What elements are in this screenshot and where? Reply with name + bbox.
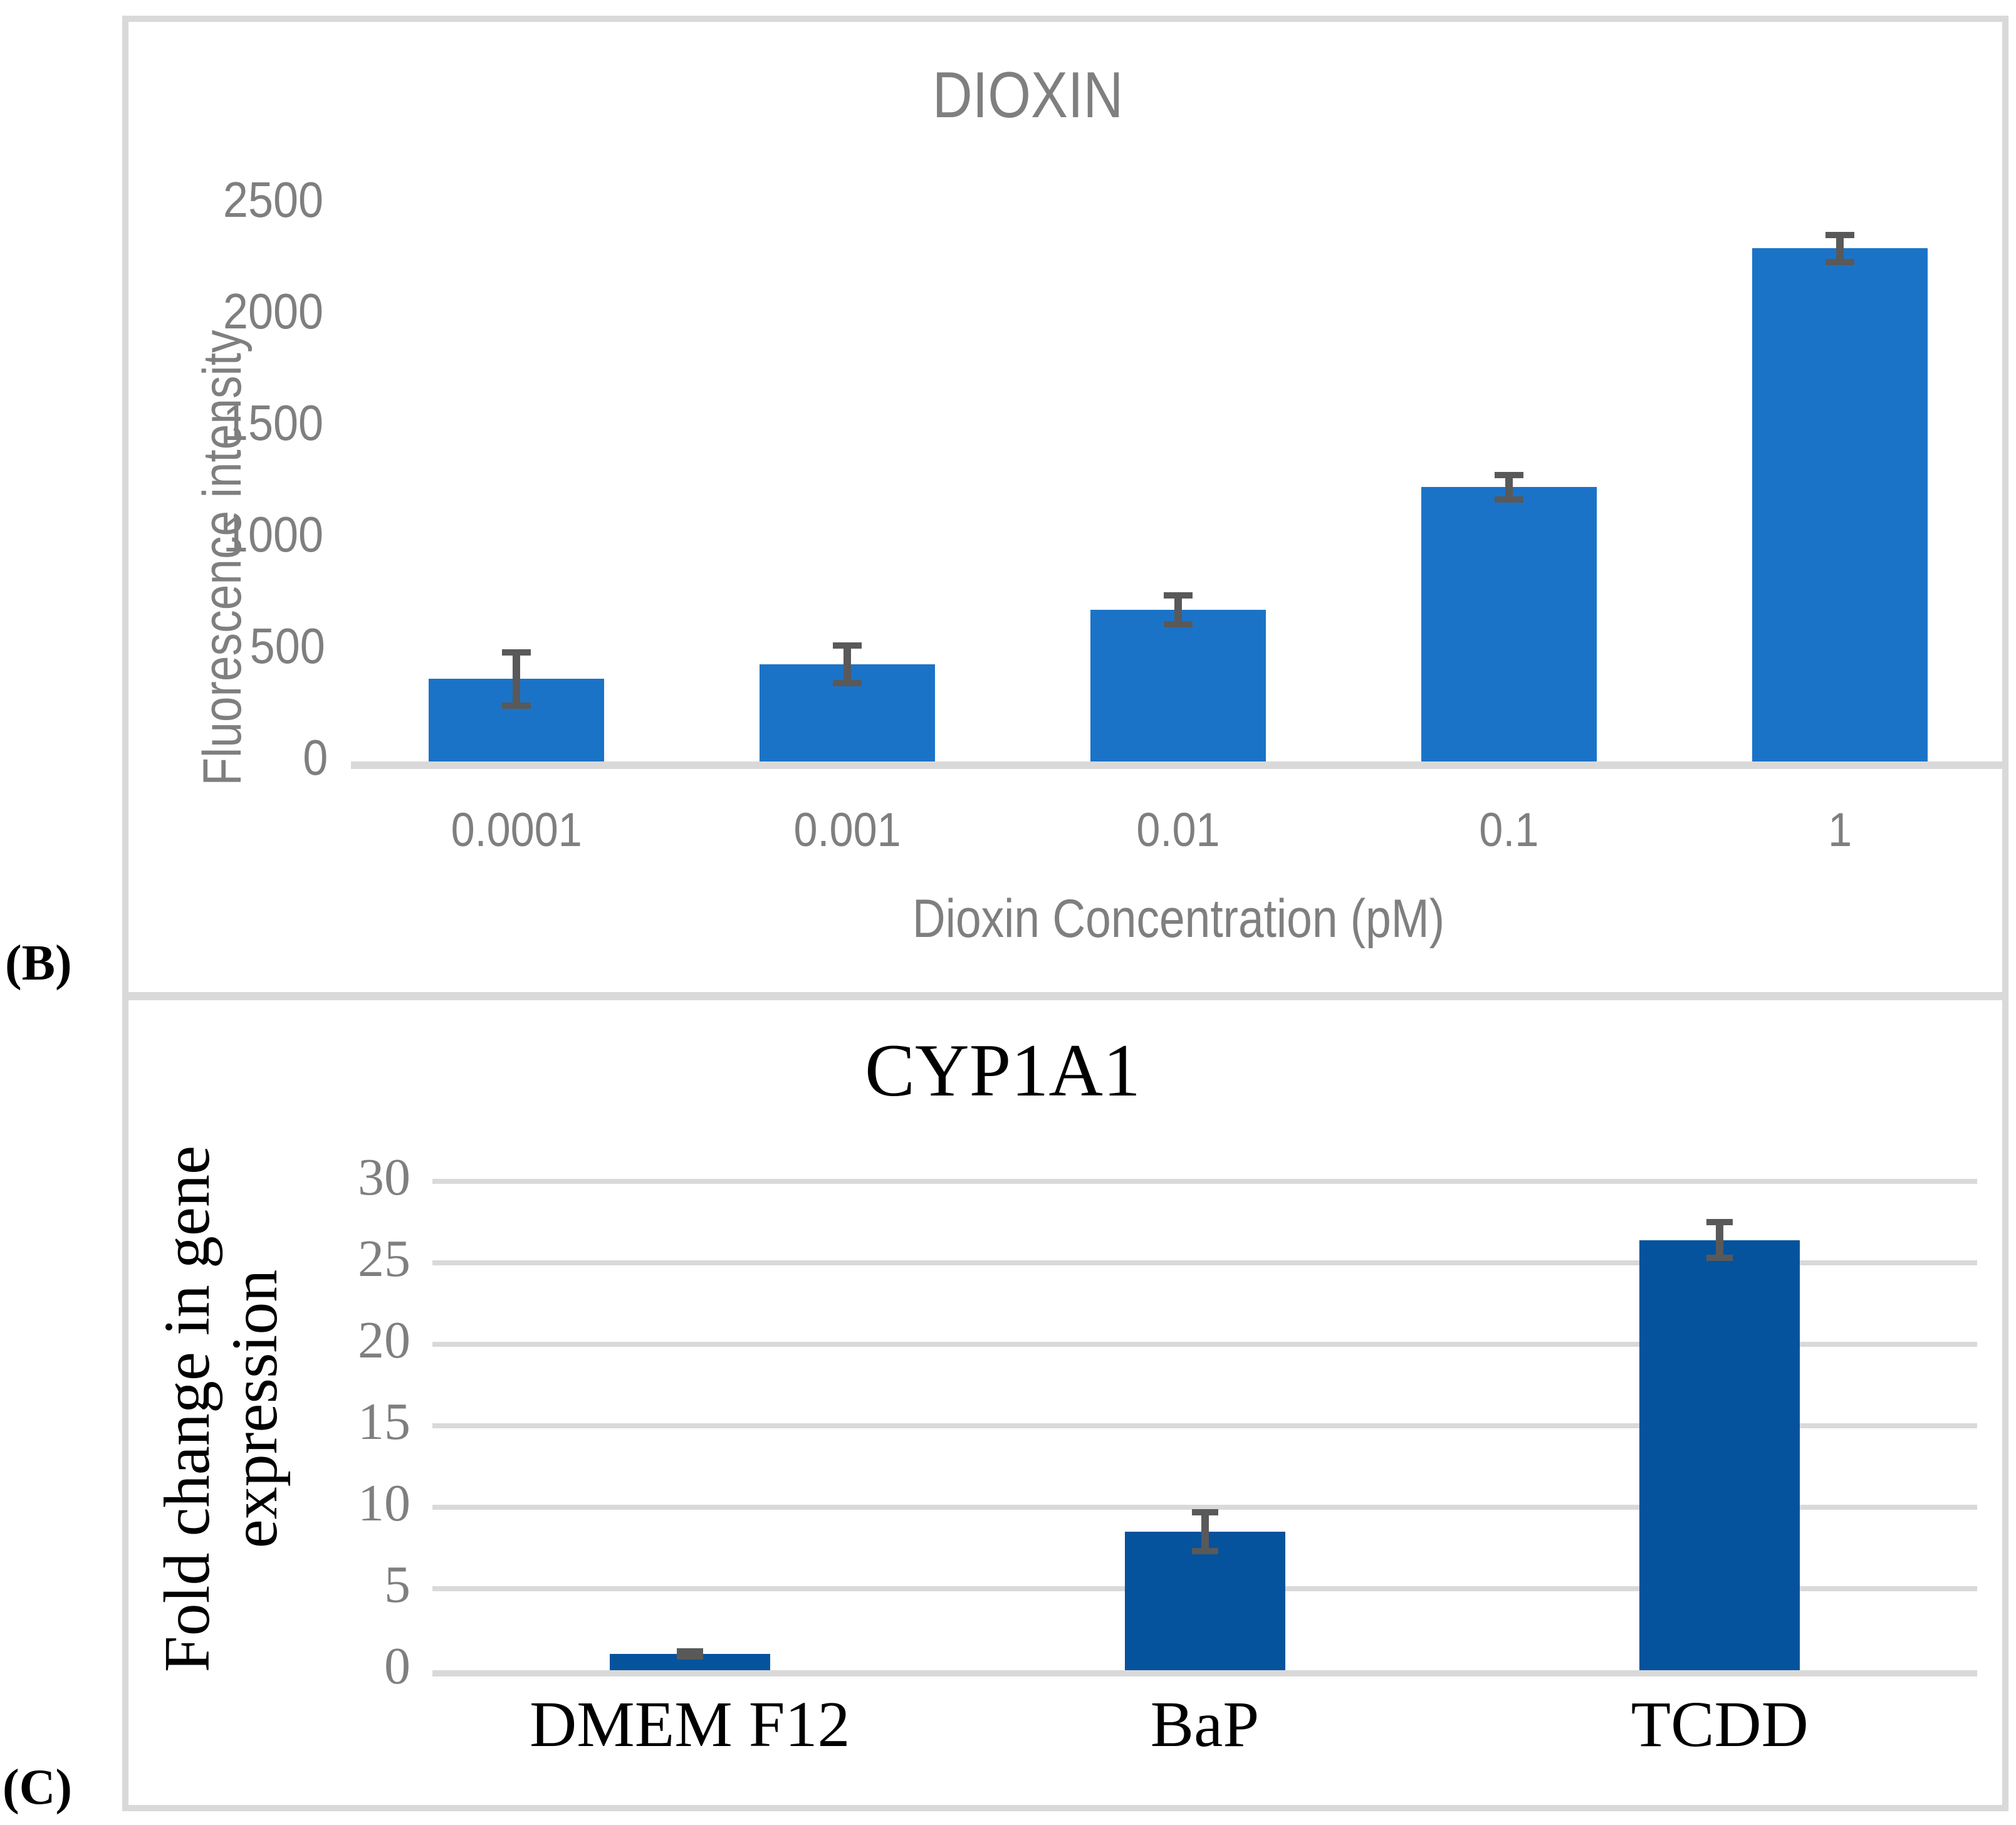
gridline-25 [432,1260,1977,1265]
y-tick-label-15: 15 [210,1396,410,1448]
error-bar-cap-top-bap [1191,1509,1218,1515]
error-bar-cap-bottom-tcdd [1706,1255,1733,1262]
error-bar-line-0-01 [1174,595,1182,625]
x-category-text-bap: BaP [1150,1688,1260,1760]
x-category-text-0-1: 0.1 [1479,803,1539,857]
y-tick-text-1500: 1500 [222,395,324,451]
error-bar-cap-bottom-0-01 [1164,621,1193,628]
error-bar-cap-top-0-1 [1495,471,1523,478]
bar-tcdd [1639,1240,1800,1670]
y-tick-text-15: 15 [358,1393,410,1451]
y-tick-text-25: 25 [358,1230,410,1288]
bar-bap [1124,1532,1285,1670]
x-category-label-tcdd: TCDD [1462,1692,1977,1757]
x-category-label-0-001: 0.001 [682,807,1013,854]
error-bar-line-1 [1836,234,1844,262]
y-tick-label-0: 0 [128,733,329,783]
error-bar-line-0-0001 [513,652,520,706]
error-bar-cap-top-tcdd [1706,1219,1733,1225]
cyp1a1-chart-title: CYP1A1 [66,1033,1940,1108]
bar-0-01 [1090,609,1266,761]
x-axis-line [351,761,2005,769]
cyp1a1-plot-area [432,1179,1977,1676]
error-bar-cap-bottom-bap [1191,1548,1218,1555]
y-tick-text-2500: 2500 [222,172,324,227]
gridline-30 [432,1179,1977,1184]
error-bar-cap-top-0-001 [833,642,862,649]
x-category-label-0-1: 0.1 [1344,807,1674,854]
y-tick-label-20: 20 [210,1314,410,1367]
x-category-text-1: 1 [1827,803,1852,857]
error-bar-cap-bottom-0-0001 [502,703,531,709]
y-tick-text-5: 5 [384,1556,410,1614]
x-category-label-0-01: 0.01 [1013,807,1344,854]
gridline-20 [432,1342,1977,1347]
error-bar-cap-bottom-1 [1825,258,1854,265]
error-bar-cap-bottom-0-1 [1495,496,1523,503]
y-tick-text-1000: 1000 [222,506,324,562]
y-tick-label-25: 25 [210,1233,410,1285]
error-bar-cap-bottom-dmem-f12 [676,1653,703,1660]
y-tick-label-5: 5 [210,1559,410,1611]
y-tick-label-2500: 2500 [128,175,329,225]
error-bar-line-tcdd [1716,1222,1724,1258]
panel-label-c: (C) [3,1760,73,1815]
y-tick-text-500: 500 [249,618,325,674]
y-tick-text-0: 0 [302,729,328,785]
y-tick-text-10: 10 [358,1474,410,1532]
y-tick-text-0: 0 [384,1637,410,1695]
y-tick-label-10: 10 [210,1477,410,1530]
x-category-text-0-001: 0.001 [793,803,901,857]
error-bar-line-bap [1201,1512,1209,1552]
dioxin-chart: DIOXIN Fluorescence intensity Dioxin Con… [128,28,2005,992]
x-category-label-1: 1 [1674,807,2005,854]
gridline-15 [432,1423,1977,1428]
x-category-text-tcdd: TCDD [1631,1688,1809,1760]
bar-1 [1752,248,1928,761]
x-category-label-bap: BaP [948,1692,1463,1757]
error-bar-cap-top-dmem-f12 [676,1648,703,1655]
y-tick-text-2000: 2000 [222,283,324,339]
y-tick-label-1500: 1500 [128,398,329,448]
y-tick-label-0: 0 [210,1640,410,1693]
x-category-text-0-0001: 0.0001 [451,803,582,857]
y-tick-text-30: 30 [358,1148,410,1206]
error-bar-cap-top-0-01 [1164,592,1193,599]
y-tick-text-20: 20 [358,1311,410,1369]
error-bar-line-0-001 [843,645,851,684]
x-axis-line [432,1670,1977,1676]
dioxin-chart-title: DIOXIN [91,63,1965,128]
gridline-10 [432,1505,1977,1510]
dioxin-plot-area [351,204,2005,769]
error-bar-cap-bottom-0-001 [833,680,862,687]
error-bar-line-0-1 [1505,474,1513,499]
x-category-label-dmem-f12: DMEM F12 [432,1692,948,1757]
dioxin-x-axis-title: Dioxin Concentration (pM) [351,892,2005,946]
x-category-text-0-01: 0.01 [1136,803,1220,857]
cyp1a1-chart-title-text: CYP1A1 [864,1028,1141,1112]
panel-divider [122,992,2008,1000]
x-category-label-0-0001: 0.0001 [351,807,682,854]
panel-label-b: (B) [5,936,72,991]
y-tick-label-2000: 2000 [128,286,329,337]
x-category-text-dmem-f12: DMEM F12 [530,1688,850,1760]
error-bar-cap-top-1 [1825,231,1854,238]
bar-0-1 [1421,487,1597,761]
dioxin-x-axis-title-text: Dioxin Concentration (pM) [912,889,1444,949]
y-tick-label-1000: 1000 [128,510,329,560]
y-tick-label-500: 500 [128,621,329,671]
y-tick-label-30: 30 [210,1151,410,1204]
dioxin-chart-title-text: DIOXIN [932,59,1124,132]
error-bar-cap-top-0-0001 [502,649,531,656]
